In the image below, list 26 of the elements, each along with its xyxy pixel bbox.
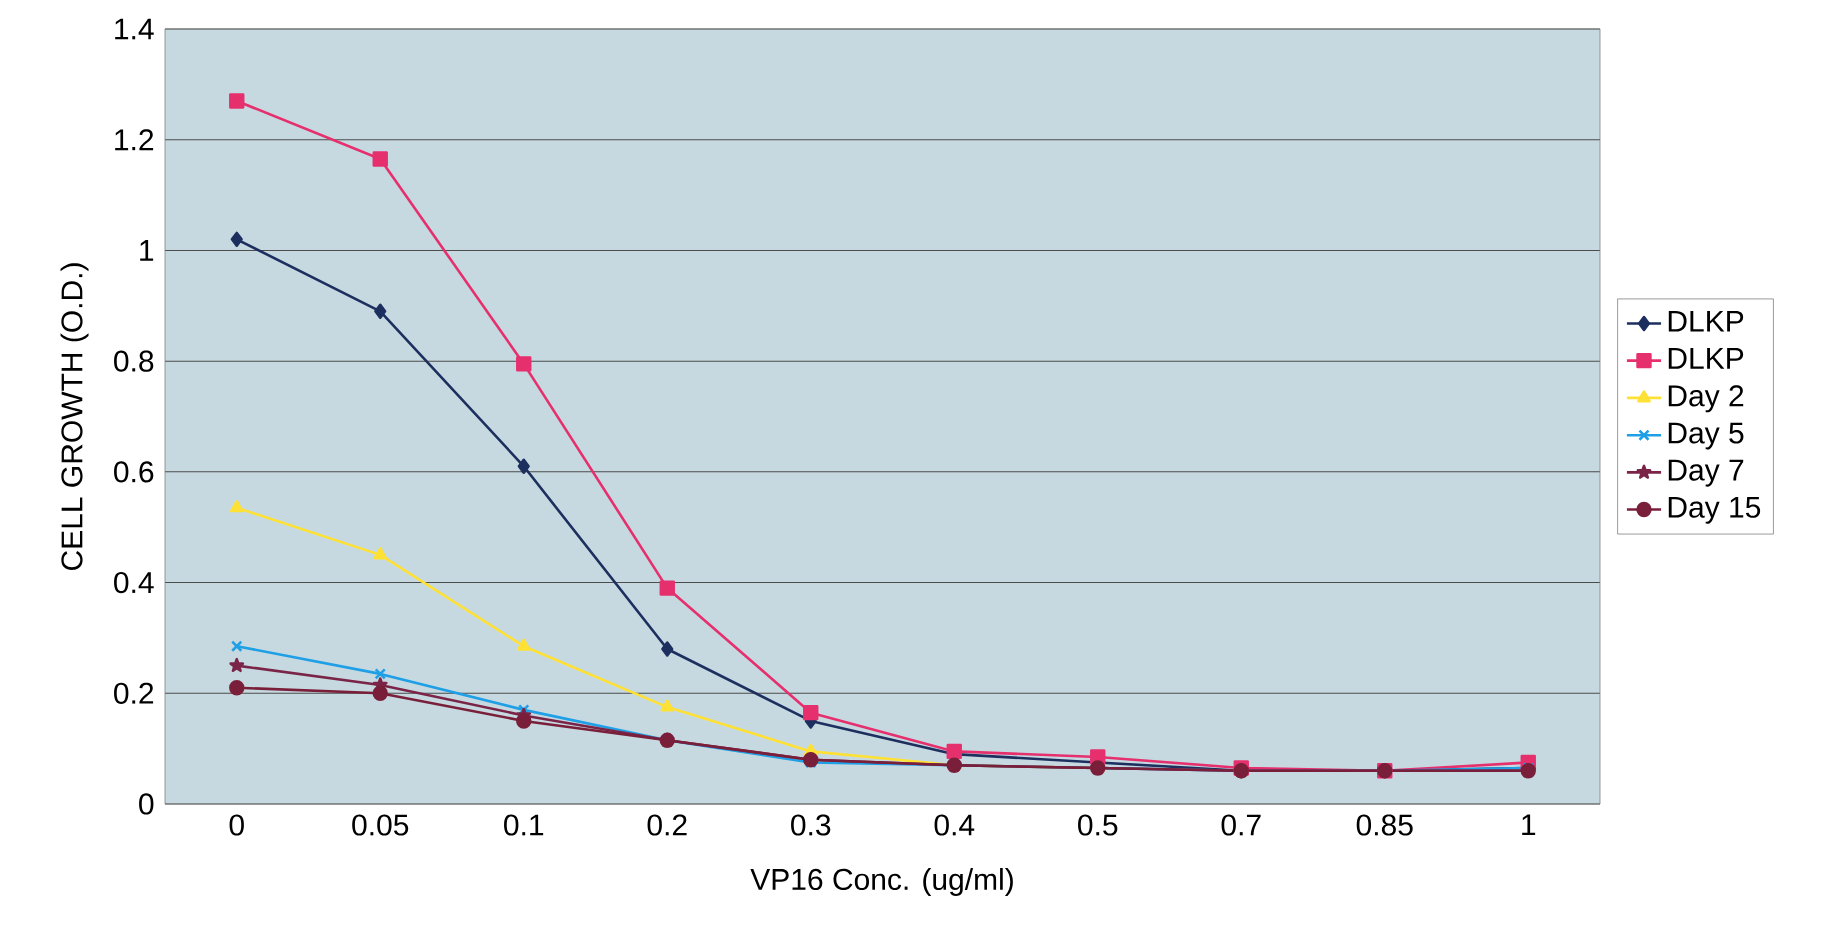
x-tick-label: 0.05 — [352, 814, 409, 836]
x-tick-label: 1 — [1522, 814, 1536, 836]
legend-label: Day 7 — [1668, 459, 1744, 487]
legend-label: DLKP — [1668, 310, 1744, 332]
x-tick-label: 0.85 — [1356, 814, 1413, 836]
x-tick-label: 0.5 — [1078, 814, 1118, 836]
legend-label: Day 5 — [1668, 422, 1744, 450]
y-tick-label: 1 — [140, 240, 154, 261]
x-tick-label: 0 — [229, 814, 244, 836]
legend-label: Day 2 — [1668, 385, 1744, 413]
y-tick-label: 1.2 — [115, 129, 154, 151]
x-tick-label: 0.1 — [504, 814, 544, 836]
x-tick-label: 0.3 — [791, 814, 831, 836]
y-tick-label: 0 — [139, 793, 154, 815]
x-axis-title: VP16 Conc. (ug/ml) — [750, 868, 1013, 896]
x-tick-label: 0.7 — [1221, 814, 1261, 836]
y-tick-label: 0.6 — [114, 461, 154, 483]
y-tick-label: 0.4 — [114, 571, 154, 594]
legend-label: Day 15 — [1668, 496, 1761, 524]
legend-label: DLKP — [1668, 348, 1744, 369]
y-axis-title: CELL GROWTH (O.D.) — [60, 263, 89, 570]
y-tick-label: 1.4 — [115, 18, 154, 40]
y-tick-label: 0.8 — [114, 350, 154, 372]
y-tick-label: 0.2 — [114, 682, 154, 704]
x-tick-label: 0.4 — [934, 814, 975, 836]
x-tick-label: 0.2 — [647, 814, 687, 836]
